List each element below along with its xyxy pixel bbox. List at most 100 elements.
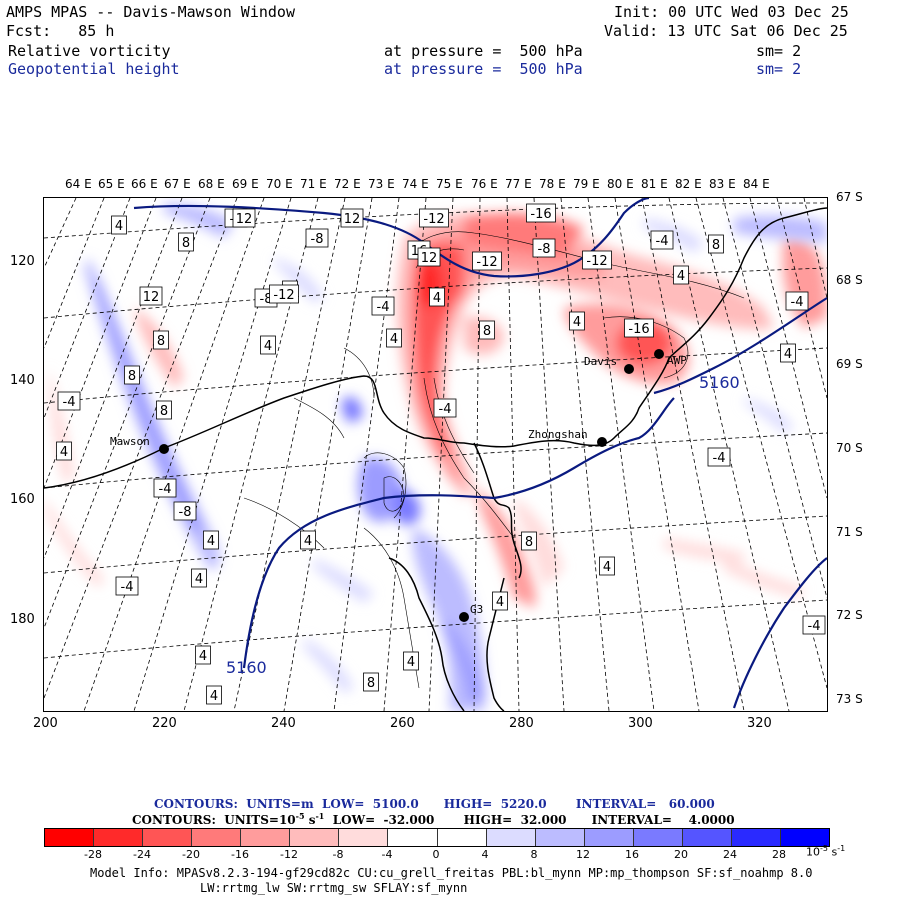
vorticity-label: 8	[153, 330, 169, 350]
colorbar-label: -16	[231, 848, 249, 861]
colorbar-units: 10-5 s-1	[806, 844, 845, 859]
longitude-label: 70 E	[266, 177, 293, 191]
vorticity-label: 12	[340, 208, 364, 228]
svg-text:8: 8	[182, 236, 190, 251]
valid-time: Valid: 13 UTC Sat 06 Dec 25	[604, 22, 848, 40]
colorbar-swatch	[94, 829, 144, 846]
vorticity-label: 4	[206, 685, 222, 705]
svg-text:4: 4	[207, 534, 215, 549]
vorticity-value-labels: 4-48-812-1216-16-484-4812-844812-44-8-16…	[56, 203, 826, 705]
vorticity-label: -4	[650, 230, 674, 250]
colorbar-label: 20	[674, 848, 688, 861]
x-tick-label: 300	[628, 716, 653, 731]
longitude-label: 79 E	[573, 177, 600, 191]
vorticity-label: -4	[785, 291, 809, 311]
svg-text:8: 8	[157, 334, 165, 349]
vorticity-label: 8	[708, 234, 724, 254]
vorticity-label: -4	[707, 447, 731, 467]
vorticity-label: -12	[582, 250, 612, 270]
vorticity-label: 8	[521, 531, 537, 551]
colorbar-label: 28	[772, 848, 786, 861]
colorbar-label: 16	[625, 848, 639, 861]
svg-text:-4: -4	[63, 395, 76, 410]
colorbar-swatch	[437, 829, 487, 846]
vorticity-label: 4	[492, 591, 508, 611]
y-tick-label: 120	[10, 254, 35, 269]
svg-text:-4: -4	[377, 300, 390, 315]
svg-text:-16: -16	[628, 322, 649, 337]
svg-text:-12: -12	[476, 255, 497, 270]
vorticity-label: 4	[260, 335, 276, 355]
units-seconds: s	[304, 813, 316, 827]
svg-text:4: 4	[210, 689, 218, 704]
colorbar-label: 24	[723, 848, 737, 861]
svg-text:-4: -4	[791, 295, 804, 310]
latitude-label: 71 S	[836, 525, 863, 539]
longitude-label: 73 E	[368, 177, 395, 191]
svg-text:4: 4	[433, 291, 441, 306]
vorticity-label: -4	[802, 615, 826, 635]
colorbar-label: 0	[432, 848, 440, 861]
vorticity-contour-info: CONTOURS: UNITS=10-5 s-1 LOW= -32.000 HI…	[132, 811, 735, 827]
svg-text:4: 4	[390, 332, 398, 347]
vorticity-label: -4	[433, 398, 457, 418]
svg-text:-8: -8	[311, 232, 324, 247]
station-label: AWP	[667, 354, 687, 367]
colorbar-swatch	[45, 829, 95, 846]
svg-text:8: 8	[712, 238, 720, 253]
colorbar-label: -28	[84, 848, 102, 861]
svg-text:-4: -4	[656, 234, 669, 249]
vorticity-label: -12	[419, 208, 449, 228]
vorticity-label: 4	[599, 556, 615, 576]
colorbar-swatch	[535, 829, 585, 846]
model-info-line2: LW:rrtmg_lw SW:rrtmg_sw SFLAY:sf_mynn	[200, 881, 468, 895]
longitude-label: 66 E	[131, 177, 158, 191]
latitude-label: 68 S	[836, 273, 863, 287]
svg-text:-4: -4	[713, 451, 726, 466]
colorbar-swatch	[241, 829, 291, 846]
vorticity-label: 4	[56, 441, 72, 461]
svg-text:4: 4	[573, 315, 581, 330]
svg-text:4: 4	[784, 347, 792, 362]
units-exponent2: -1	[315, 811, 325, 821]
svg-text:-8: -8	[538, 242, 551, 257]
longitude-label: 78 E	[539, 177, 566, 191]
vorticity-contour-units: CONTOURS: UNITS=10	[132, 813, 296, 827]
svg-text:-4: -4	[159, 482, 172, 497]
svg-text:4: 4	[199, 649, 207, 664]
svg-text:-4: -4	[121, 580, 134, 595]
vorticity-label: -4	[153, 478, 177, 498]
colorbar-unit-s: s	[827, 845, 838, 859]
longitude-label: 83 E	[709, 177, 736, 191]
svg-text:4: 4	[60, 445, 68, 460]
svg-text:12: 12	[143, 290, 160, 305]
longitude-label: 76 E	[471, 177, 498, 191]
svg-text:8: 8	[483, 324, 491, 339]
colorbar-label: -24	[133, 848, 151, 861]
vorticity-label: 4	[191, 568, 207, 588]
colorbar-unit-exp2: -1	[837, 844, 846, 853]
colorbar-unit-exp: -5	[820, 844, 828, 853]
latitude-label: 69 S	[836, 357, 863, 371]
init-time: Init: 00 UTC Wed 03 Dec 25	[614, 3, 849, 21]
svg-text:4: 4	[407, 655, 415, 670]
svg-text:4: 4	[264, 339, 272, 354]
svg-text:8: 8	[160, 404, 168, 419]
vorticity-label: 12	[139, 286, 163, 306]
svg-text:8: 8	[525, 535, 533, 550]
x-tick-label: 220	[152, 716, 177, 731]
height-contours	[133, 198, 827, 709]
colorbar-swatch	[388, 829, 438, 846]
svg-text:4: 4	[304, 534, 312, 549]
y-tick-label: 180	[10, 612, 35, 627]
latitude-label: 72 S	[836, 608, 863, 622]
colorbar-swatch	[584, 829, 634, 846]
vorticity-label: 4	[195, 645, 211, 665]
field2-name: Geopotential height	[8, 60, 180, 78]
vorticity-label: -12	[269, 284, 299, 304]
longitude-label: 84 E	[743, 177, 770, 191]
vorticity-label: -8	[532, 238, 556, 258]
graticule	[44, 198, 827, 711]
longitude-label: 82 E	[675, 177, 702, 191]
vorticity-label: 12	[232, 208, 256, 228]
